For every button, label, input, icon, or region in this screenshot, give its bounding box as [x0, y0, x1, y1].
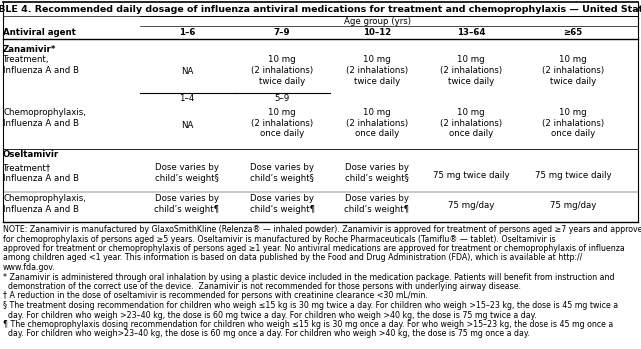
- Text: 10 mg
(2 inhalations)
once daily: 10 mg (2 inhalations) once daily: [251, 108, 313, 139]
- Text: 10 mg
(2 inhalations)
once daily: 10 mg (2 inhalations) once daily: [542, 108, 604, 139]
- Text: Dose varies by
child’s weight¶: Dose varies by child’s weight¶: [344, 194, 410, 214]
- Text: NA: NA: [181, 67, 193, 76]
- Text: 10 mg
(2 inhalations)
once daily: 10 mg (2 inhalations) once daily: [440, 108, 502, 139]
- Text: Treatment†
Influenza A and B: Treatment† Influenza A and B: [3, 163, 79, 183]
- Text: 75 mg twice daily: 75 mg twice daily: [535, 171, 612, 179]
- Text: Dose varies by
child’s weight§: Dose varies by child’s weight§: [155, 163, 219, 183]
- Text: TABLE 4. Recommended daily dosage of influenza antiviral medications for treatme: TABLE 4. Recommended daily dosage of inf…: [0, 5, 641, 14]
- Text: Chemoprophylaxis,
Influenza A and B: Chemoprophylaxis, Influenza A and B: [3, 194, 86, 214]
- Text: Dose varies by
child’s weight¶: Dose varies by child’s weight¶: [154, 194, 219, 214]
- Text: 10 mg
(2 inhalations)
twice daily: 10 mg (2 inhalations) twice daily: [440, 55, 502, 86]
- Text: Age group (yrs): Age group (yrs): [344, 16, 410, 25]
- Text: Chemoprophylaxis,
Influenza A and B: Chemoprophylaxis, Influenza A and B: [3, 108, 86, 128]
- Text: day. For children who weigh >23–40 kg, the dose is 60 mg twice a day. For childr: day. For children who weigh >23–40 kg, t…: [3, 311, 537, 319]
- Text: 7–9: 7–9: [274, 28, 290, 37]
- Text: * Zanamivir is administered through oral inhalation by using a plastic device in: * Zanamivir is administered through oral…: [3, 273, 615, 282]
- Text: 10 mg
(2 inhalations)
twice daily: 10 mg (2 inhalations) twice daily: [542, 55, 604, 86]
- Text: 10 mg
(2 inhalations)
twice daily: 10 mg (2 inhalations) twice daily: [346, 55, 408, 86]
- Text: 75 mg/day: 75 mg/day: [448, 201, 494, 210]
- Text: Oseltamivir: Oseltamivir: [3, 150, 59, 159]
- Text: § The treatment dosing recommendation for children who weigh ≤15 kg is 30 mg twi: § The treatment dosing recommendation fo…: [3, 301, 618, 310]
- Text: Antiviral agent: Antiviral agent: [3, 28, 76, 37]
- Text: ¶ The chemoprophylaxis dosing recommendation for children who weigh ≤15 kg is 30: ¶ The chemoprophylaxis dosing recommenda…: [3, 320, 613, 329]
- Text: ≥65: ≥65: [563, 28, 583, 37]
- Text: NOTE: Zanamivir is manufactured by GlaxoSmithKline (Relenza® — inhaled powder). : NOTE: Zanamivir is manufactured by Glaxo…: [3, 225, 641, 234]
- Text: Dose varies by
child’s weight¶: Dose varies by child’s weight¶: [249, 194, 315, 214]
- Text: www.fda.gov.: www.fda.gov.: [3, 263, 56, 272]
- Text: † A reduction in the dose of oseltamivir is recommended for persons with creatin: † A reduction in the dose of oseltamivir…: [3, 291, 428, 300]
- Text: Treatment,
Influenza A and B: Treatment, Influenza A and B: [3, 55, 79, 75]
- Text: 1–6: 1–6: [179, 28, 196, 37]
- Text: Zanamivir*: Zanamivir*: [3, 45, 56, 54]
- Text: Dose varies by
child’s weight§: Dose varies by child’s weight§: [345, 163, 409, 183]
- Text: 1–4: 1–4: [179, 94, 195, 103]
- Text: 75 mg/day: 75 mg/day: [550, 201, 596, 210]
- Text: 10 mg
(2 inhalations)
twice daily: 10 mg (2 inhalations) twice daily: [251, 55, 313, 86]
- Text: 10 mg
(2 inhalations)
once daily: 10 mg (2 inhalations) once daily: [346, 108, 408, 139]
- Text: for chemoprophylaxis of persons aged ≥5 years. Oseltamivir is manufactured by Ro: for chemoprophylaxis of persons aged ≥5 …: [3, 235, 556, 244]
- Text: 13–64: 13–64: [457, 28, 485, 37]
- Bar: [3, 2, 638, 16]
- Text: Dose varies by
child’s weight§: Dose varies by child’s weight§: [250, 163, 314, 183]
- Text: NA: NA: [181, 120, 193, 129]
- Text: demonstration of the correct use of the device.  Zanamivir is not recommended fo: demonstration of the correct use of the …: [3, 282, 521, 291]
- Text: 75 mg twice daily: 75 mg twice daily: [433, 171, 510, 179]
- Text: approved for treatment or chemoprophylaxis of persons aged ≥1 year. No antiviral: approved for treatment or chemoprophylax…: [3, 244, 625, 253]
- Text: 5–9: 5–9: [274, 94, 290, 103]
- Text: among children aged <1 year. This information is based on data published by the : among children aged <1 year. This inform…: [3, 253, 582, 262]
- Text: day. For children who weigh>23–40 kg, the dose is 60 mg once a day. For children: day. For children who weigh>23–40 kg, th…: [3, 329, 530, 339]
- Text: 10–12: 10–12: [363, 28, 391, 37]
